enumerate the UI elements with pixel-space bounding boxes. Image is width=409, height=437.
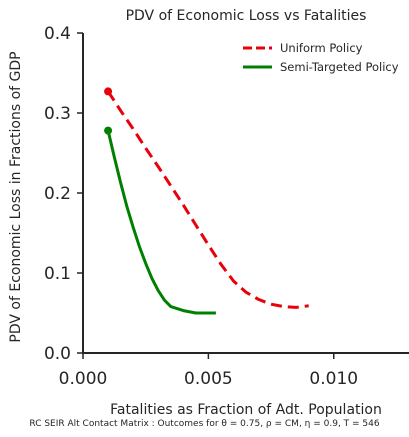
axis-ticks: 0.000 0.005 0.010 0.0 0.1 0.2 0.3 0.4 [44, 24, 358, 389]
y-tick-label: 0.2 [44, 184, 71, 204]
x-tick-label: 0.010 [309, 369, 358, 389]
y-tick-label: 0.1 [44, 264, 71, 284]
legend-label: Uniform Policy [280, 41, 363, 55]
legend: Uniform Policy Semi-Targeted Policy [243, 41, 399, 74]
x-axis-label: Fatalities as Fraction of Adt. Populatio… [110, 402, 382, 418]
caption: RC SEIR Alt Contact Matrix : Outcomes fo… [29, 419, 380, 429]
series-layer [104, 87, 309, 315]
chart-title: PDV of Economic Loss vs Fatalities [126, 8, 367, 24]
x-tick-label: 0.005 [184, 369, 233, 389]
series-start-marker-0 [104, 87, 113, 96]
y-axis-label: PDV of Economic Loss in Fractions of GDP [8, 51, 24, 342]
x-tick-label: 0.000 [59, 369, 108, 389]
series-line-0 [106, 90, 309, 309]
legend-label: Semi-Targeted Policy [280, 60, 399, 74]
plot-axes [82, 33, 409, 354]
series-start-marker-1 [104, 126, 113, 135]
y-tick-label: 0.4 [44, 24, 71, 44]
y-tick-label: 0.0 [44, 344, 71, 364]
series-line-1 [106, 130, 216, 315]
y-tick-label: 0.3 [44, 104, 71, 124]
